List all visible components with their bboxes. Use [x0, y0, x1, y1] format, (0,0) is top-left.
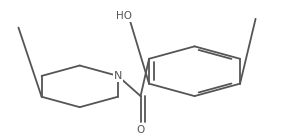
- Text: N: N: [114, 71, 122, 81]
- Text: O: O: [136, 125, 145, 135]
- Text: HO: HO: [116, 11, 131, 21]
